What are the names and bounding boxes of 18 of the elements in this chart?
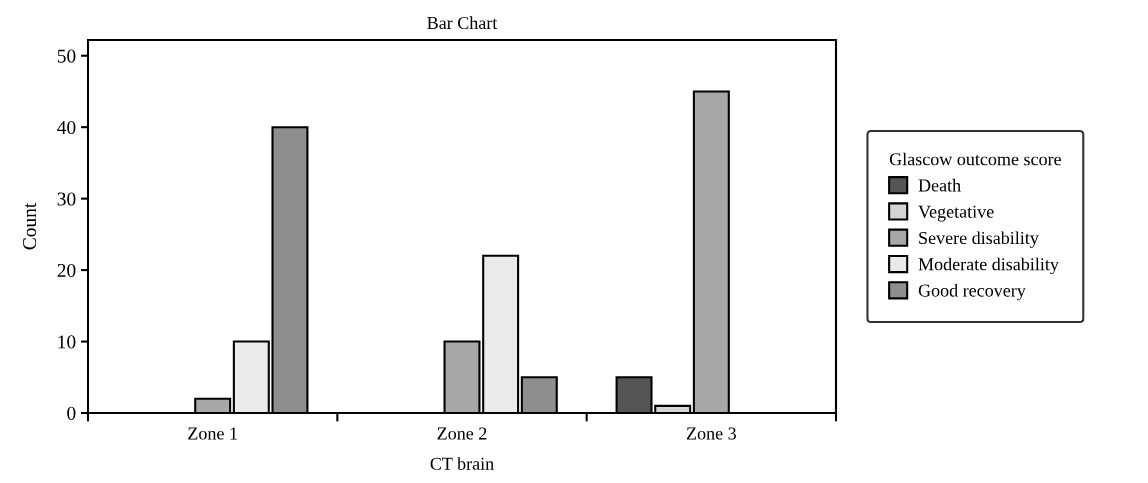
y-tick-label: 10 — [58, 335, 76, 349]
y-tick-label: 40 — [57, 120, 76, 135]
x-tick-label: Zone 1 — [188, 427, 237, 440]
legend-label: Good recovery — [918, 283, 1026, 301]
x-axis-title: CT brain — [430, 457, 494, 470]
y-axis-title: Count — [23, 202, 37, 250]
y-tick-label: 0 — [67, 406, 76, 420]
legend-label: Death — [918, 178, 961, 192]
y-tick-label: 50 — [57, 49, 76, 63]
legend-title: Glascow outcome score — [889, 152, 1061, 166]
y-tick-label: 20 — [57, 263, 76, 278]
chart-title: Bar Chart — [427, 16, 498, 30]
x-tick-label: Zone 3 — [686, 427, 736, 440]
legend-label: Moderate disability — [918, 257, 1059, 275]
y-tick-label: 30 — [57, 192, 76, 206]
legend-label: Severe disability — [919, 231, 1039, 248]
legend-label: Vegetative — [918, 205, 994, 222]
x-tick-label: Zone 2 — [437, 427, 487, 440]
